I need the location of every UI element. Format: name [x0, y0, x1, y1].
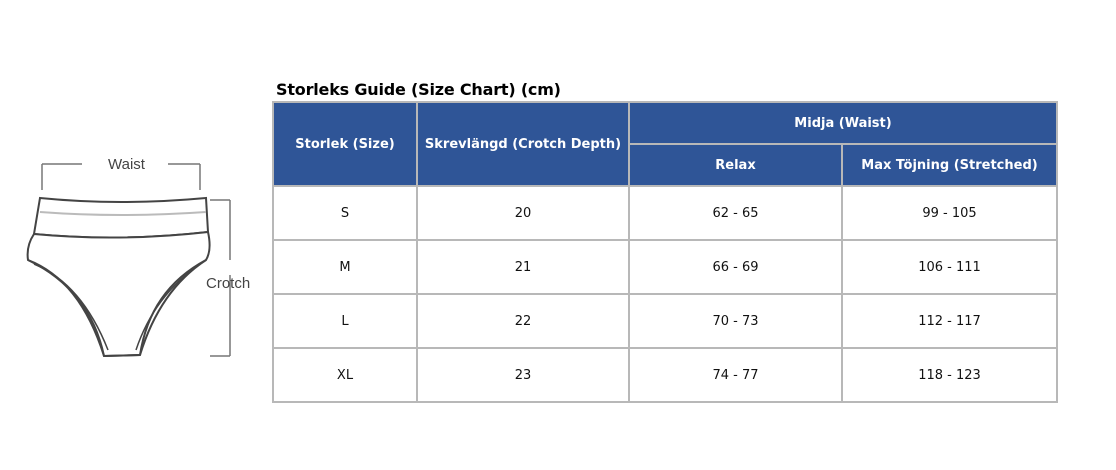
underwear-diagram: Waist Crotch [20, 150, 250, 365]
waist-label: Waist [108, 156, 145, 173]
cell-crotch-depth: 20 [416, 185, 630, 241]
header-crotch-depth: Skrevlängd (Crotch Depth) [416, 101, 630, 187]
header-waist: Midja (Waist) [628, 101, 1058, 145]
header-relax: Relax [628, 143, 843, 187]
cell-crotch-depth: 21 [416, 239, 630, 295]
table-row: M 21 66 - 69 106 - 111 [272, 239, 1058, 295]
cell-size: M [272, 239, 418, 295]
table-row: XL 23 74 - 77 118 - 123 [272, 347, 1058, 403]
cell-relax: 66 - 69 [628, 239, 843, 295]
cell-stretched: 118 - 123 [841, 347, 1058, 403]
table-row: L 22 70 - 73 112 - 117 [272, 293, 1058, 349]
cell-stretched: 112 - 117 [841, 293, 1058, 349]
crotch-label: Crotch [206, 275, 251, 292]
header-stretched: Max Töjning (Stretched) [841, 143, 1058, 187]
underwear-icon [26, 163, 232, 358]
cell-stretched: 106 - 111 [841, 239, 1058, 295]
cell-crotch-depth: 22 [416, 293, 630, 349]
cell-size: L [272, 293, 418, 349]
cell-relax: 74 - 77 [628, 347, 843, 403]
cell-relax: 62 - 65 [628, 185, 843, 241]
cell-stretched: 99 - 105 [841, 185, 1058, 241]
cell-relax: 70 - 73 [628, 293, 843, 349]
size-chart-table: Storlek (Size) Skrevlängd (Crotch Depth)… [272, 101, 1058, 403]
cell-size: XL [272, 347, 418, 403]
table-row: S 20 62 - 65 99 - 105 [272, 185, 1058, 241]
cell-crotch-depth: 23 [416, 347, 630, 403]
cell-size: S [272, 185, 418, 241]
header-size: Storlek (Size) [272, 101, 418, 187]
chart-title: Storleks Guide (Size Chart) (cm) [276, 80, 561, 99]
